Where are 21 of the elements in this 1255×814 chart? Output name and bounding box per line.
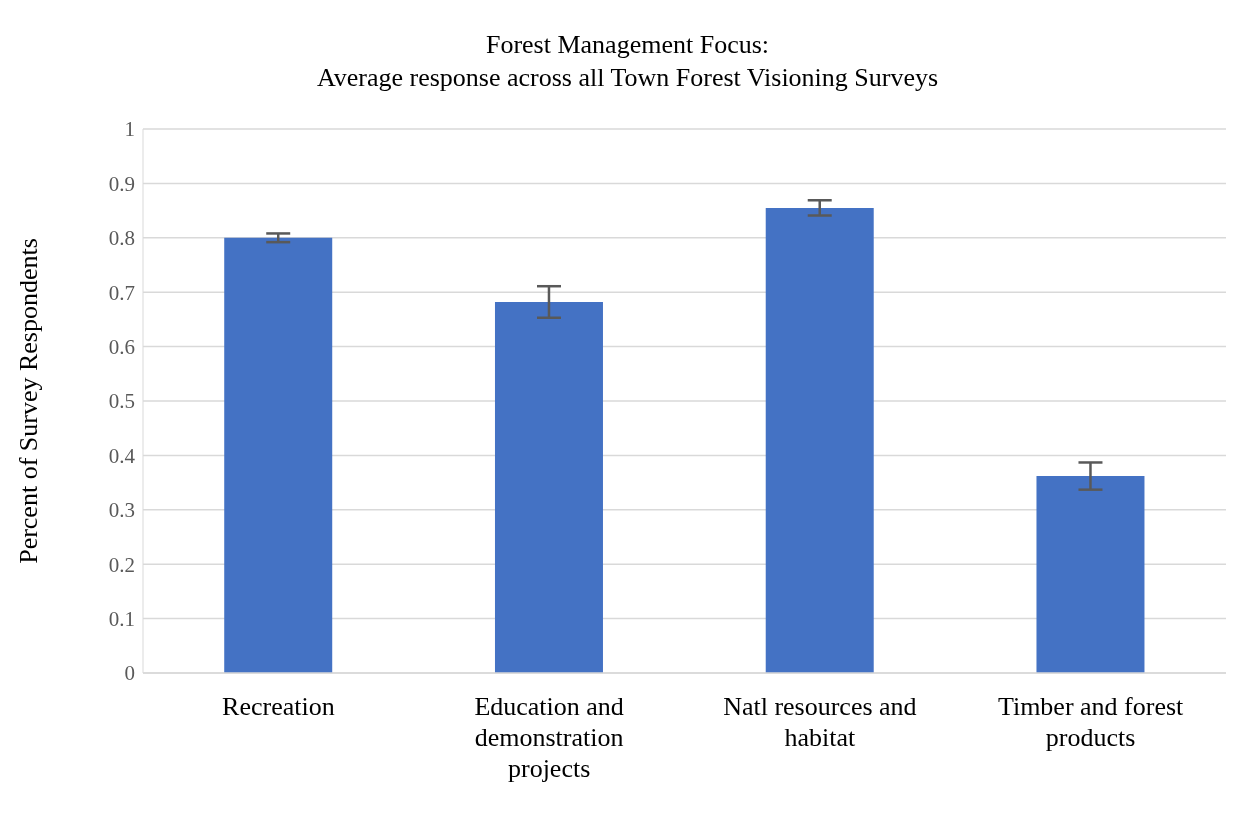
y-tick-label: 0.7 — [108, 280, 135, 305]
x-tick-label: Timber and forest products — [997, 692, 1185, 752]
x-tick-label: Education and demonstration projects — [474, 692, 624, 783]
y-tick-label: 1 — [124, 117, 135, 142]
y-tick-label: 0.4 — [108, 443, 136, 468]
x-tick-label: Natl resources and habitat — [723, 692, 917, 752]
chart-title: Forest Management Focus: Average response across all Town Forest Visioning Surveys — [315, 29, 940, 94]
y-tick-label: 0.9 — [108, 171, 135, 196]
bar — [765, 207, 874, 673]
y-tick-label: 0.3 — [108, 498, 135, 523]
x-tick-label: Recreation — [222, 692, 335, 721]
bar — [494, 301, 603, 673]
y-tick-label: 0.8 — [108, 226, 135, 251]
y-tick-label: 0.1 — [108, 607, 135, 632]
y-axis-title: Percent of Survey Respondents — [14, 238, 44, 564]
bar — [224, 237, 333, 673]
y-tick-label: 0 — [124, 661, 135, 686]
y-tick-label: 0.2 — [108, 552, 135, 577]
y-tick-label: 0.5 — [108, 389, 135, 414]
bar — [1036, 476, 1145, 673]
y-tick-label: 0.6 — [108, 335, 135, 360]
